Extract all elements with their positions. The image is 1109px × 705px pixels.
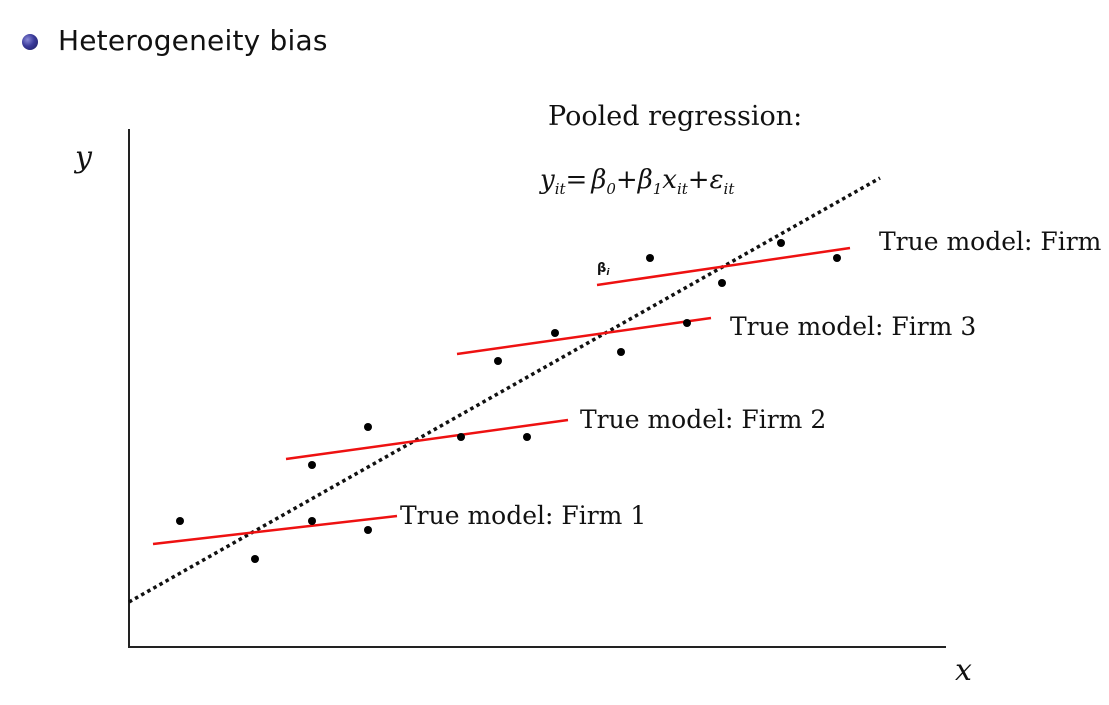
data-point [494, 357, 502, 365]
firm-1-line [152, 514, 398, 546]
bullet-item: Heterogeneity bias [22, 18, 328, 62]
firm-4-label: True model: Firm [879, 227, 1102, 256]
data-points [176, 239, 841, 563]
data-point [176, 517, 184, 525]
data-point [251, 555, 259, 563]
data-point [364, 423, 372, 431]
firm-3-label: True model: Firm 3 [730, 312, 976, 341]
x-axis-label: x [955, 653, 972, 688]
firm-2-label: True model: Firm 2 [580, 405, 826, 434]
pooled-regression-line [128, 176, 881, 604]
data-point [718, 279, 726, 287]
data-point [308, 517, 316, 525]
bullet-dot-icon [22, 34, 38, 50]
data-point [364, 526, 372, 534]
data-point [308, 461, 316, 469]
firm-2-line [285, 418, 569, 461]
firm-3-line [456, 316, 712, 356]
pooled-regression-title: Pooled regression: [548, 101, 802, 132]
data-point [646, 254, 654, 262]
firm-1-label: True model: Firm 1 [400, 501, 646, 530]
y-axis-label: y [73, 140, 93, 175]
data-point [777, 239, 785, 247]
firm-4-line [596, 246, 851, 287]
bullet-text: Heterogeneity bias [58, 23, 328, 57]
data-point [523, 433, 531, 441]
data-point [551, 329, 559, 337]
beta-i-label: βi [597, 261, 610, 278]
data-point [683, 319, 691, 327]
data-point [833, 254, 841, 262]
data-point [457, 433, 465, 441]
pooled-regression-equation: yit= β0+β1xit+εit [539, 165, 735, 198]
data-point [617, 348, 625, 356]
